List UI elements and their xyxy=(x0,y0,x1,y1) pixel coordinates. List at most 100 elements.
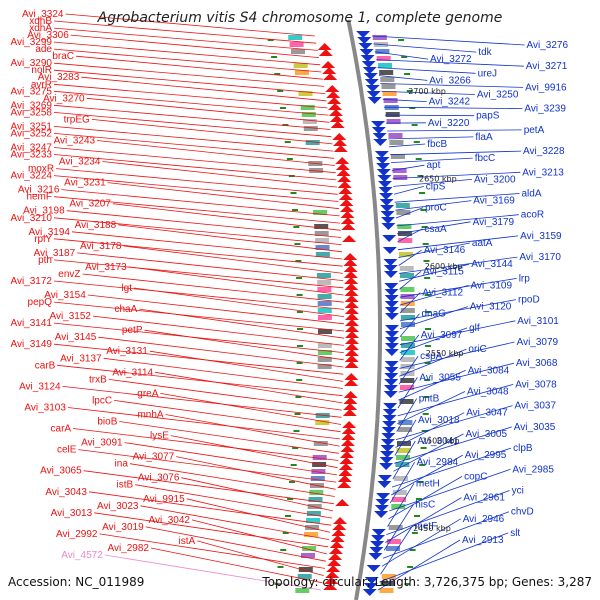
gene-leader-line xyxy=(53,217,342,245)
feature-block xyxy=(395,462,410,467)
gene-arrow-left-strand xyxy=(325,571,340,578)
gene-leader-line xyxy=(398,256,518,274)
feature-block xyxy=(317,343,332,348)
gene-arrow-right-strand xyxy=(384,349,399,356)
gene-leader-line xyxy=(398,369,466,401)
gene-label: Avi_9915 xyxy=(143,494,185,505)
feature-block xyxy=(308,497,323,502)
gene-label: Avi_3019 xyxy=(102,522,144,533)
gene-arrow-left-strand xyxy=(343,259,358,266)
gene-leader-line xyxy=(382,98,427,102)
feature-block xyxy=(381,574,396,579)
gene-label: ade xyxy=(35,44,52,55)
gene-arrow-left-strand xyxy=(337,181,352,188)
gene-leader-line xyxy=(384,114,475,117)
gene-leader-line xyxy=(381,518,461,567)
feature-block xyxy=(317,280,332,285)
gene-arrow-right-strand xyxy=(380,451,395,458)
gene-leader-line xyxy=(149,350,344,382)
gene-leader-line xyxy=(389,143,426,148)
gene-leader-line xyxy=(61,189,340,217)
scale-label: 2650 kbp xyxy=(419,174,457,183)
gene-arrow-right-strand xyxy=(384,289,399,296)
gene-arrow-left-strand xyxy=(340,217,355,224)
gene-label: papS xyxy=(476,111,500,122)
gene-leader-line xyxy=(399,334,420,361)
gene-label: Avi_3276 xyxy=(527,40,569,51)
gene-arrow-right-strand xyxy=(369,547,384,554)
gene-leader-line xyxy=(56,168,338,195)
gene-arrow-left-strand xyxy=(322,67,337,74)
gene-leader-line xyxy=(387,483,415,527)
gene-leader-line xyxy=(383,106,523,109)
feature-block xyxy=(376,56,391,61)
gene-label: Avi_2995 xyxy=(465,450,507,461)
gene-arrow-left-strand xyxy=(328,109,343,116)
gene-arrow-right-strand xyxy=(368,553,383,560)
gene-leader-line xyxy=(395,412,465,448)
gene-leader-line xyxy=(129,463,335,497)
gene-label: Avi_3178 xyxy=(80,241,122,252)
gene-arrow-right-strand xyxy=(384,307,399,314)
gene-label: oriC xyxy=(468,344,486,355)
gene-leader-line xyxy=(371,35,525,46)
feature-block xyxy=(317,308,332,313)
gene-leader-line xyxy=(53,112,332,138)
gene-label: Avi_3213 xyxy=(522,167,564,178)
gene-leader-line xyxy=(66,210,342,238)
gene-leader-line xyxy=(139,308,345,339)
gene-arrow-right-strand xyxy=(382,247,397,254)
gene-leader-line xyxy=(393,433,464,472)
feature-block xyxy=(288,35,303,40)
gene-arrow-left-strand xyxy=(344,325,359,332)
feature-tracks xyxy=(267,19,431,600)
scale-label: 2700 kbp xyxy=(408,87,446,96)
gene-leader-line xyxy=(86,97,330,123)
feature-block xyxy=(400,371,415,376)
gene-label: Avi_3250 xyxy=(477,90,519,101)
gene-arrow-left-strand xyxy=(332,133,347,140)
gene-label: Avi_3207 xyxy=(69,199,111,210)
gene-arrow-left-strand xyxy=(344,331,359,338)
gene-leader-line xyxy=(397,377,418,409)
gene-leader-line xyxy=(53,69,326,94)
feature-block xyxy=(300,105,315,110)
gene-label: Avi_3231 xyxy=(64,178,106,189)
gene-label: Avi_2961 xyxy=(463,493,505,504)
gene-leader-line xyxy=(388,476,463,520)
gene-arrow-right-strand xyxy=(370,541,385,548)
gene-arrow-left-strand xyxy=(333,517,348,524)
gene-leader-line xyxy=(395,200,472,211)
gene-arrow-left-strand xyxy=(344,295,359,302)
gene-leader-line xyxy=(399,263,470,282)
gene-leader-line xyxy=(87,294,345,325)
feature-block xyxy=(314,224,329,229)
feature-block xyxy=(294,70,309,75)
gene-arrow-left-strand xyxy=(331,529,346,536)
gene-label: Avi_3141 xyxy=(10,318,52,329)
gene-label: lpcC xyxy=(92,395,112,406)
gene-leader-line xyxy=(107,182,340,210)
gene-label: ina xyxy=(115,459,129,470)
gene-label: aatA xyxy=(472,238,493,249)
gene-leader-line xyxy=(102,161,338,188)
gene-arrow-left-strand xyxy=(344,307,359,314)
gene-arrow-left-strand xyxy=(339,205,354,212)
gene-arrow-left-strand xyxy=(338,193,353,200)
gene-arrow-right-strand xyxy=(363,583,378,590)
gene-leader-line xyxy=(112,203,341,231)
gene-label: Avi_3023 xyxy=(97,501,139,512)
gene-leader-line xyxy=(386,490,510,535)
gene-leader-line xyxy=(390,157,473,163)
gene-label: Avi_3152 xyxy=(49,311,91,322)
feature-block xyxy=(400,294,415,299)
gene-arrow-right-strand xyxy=(376,169,391,176)
gene-leader-line xyxy=(389,468,511,512)
gene-arrow-left-strand xyxy=(339,199,354,206)
gene-leader-line xyxy=(77,252,344,281)
feature-block xyxy=(401,336,415,341)
feature-block xyxy=(388,133,403,138)
feature-block xyxy=(372,35,387,40)
gene-arrow-right-strand xyxy=(382,415,397,422)
gene-arrow-right-strand xyxy=(383,391,398,398)
